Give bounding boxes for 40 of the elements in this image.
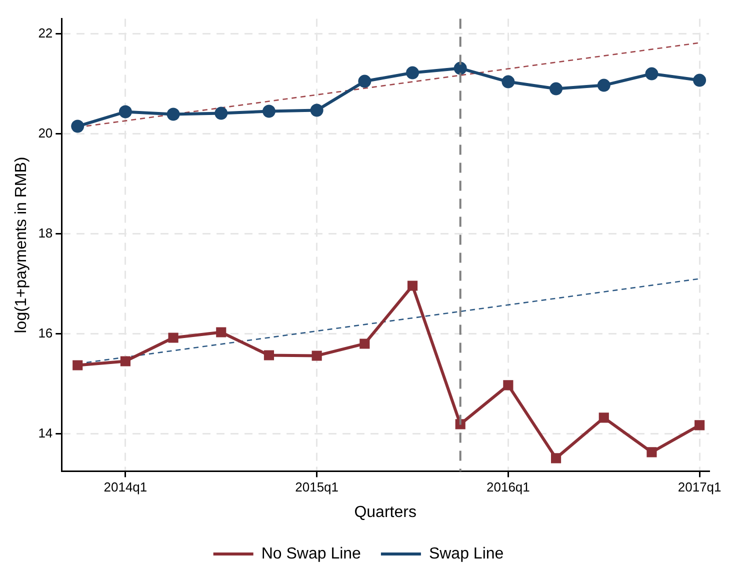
point	[694, 420, 705, 430]
point	[120, 356, 130, 366]
x-tick-label: 2016q1	[486, 480, 530, 495]
point	[118, 105, 132, 118]
y-tick-label: 22	[38, 25, 53, 40]
y-tick-label: 20	[38, 125, 53, 140]
point	[551, 453, 562, 464]
point	[312, 350, 322, 361]
point	[598, 412, 609, 423]
point	[645, 67, 658, 80]
point	[166, 108, 180, 121]
x-tick-label: 2014q1	[104, 480, 148, 495]
point	[502, 75, 515, 88]
point	[310, 104, 324, 117]
point	[262, 104, 276, 118]
point	[407, 280, 418, 291]
point	[358, 74, 372, 88]
point	[264, 350, 274, 360]
y-tick-label: 14	[38, 425, 53, 440]
point	[71, 120, 84, 133]
y-tick-label: 16	[38, 325, 53, 340]
point	[646, 447, 657, 458]
point	[454, 62, 467, 75]
point	[693, 74, 706, 87]
point	[597, 78, 610, 92]
point	[360, 338, 370, 349]
point	[214, 106, 228, 120]
legend-label: Swap Line	[428, 545, 504, 562]
y-tick-label: 18	[38, 225, 53, 240]
legend-label: No Swap Line	[261, 545, 362, 562]
point	[168, 332, 178, 343]
x-tick-label: 2017q1	[678, 480, 722, 495]
point	[72, 360, 83, 370]
x-axis-title: Quarters	[354, 504, 416, 521]
point	[216, 327, 226, 338]
y-axis-title: log(1+payments in RMB)	[13, 156, 30, 334]
point	[550, 82, 563, 96]
point	[406, 66, 420, 80]
point	[503, 380, 514, 390]
x-tick-label: 2015q1	[295, 480, 339, 495]
